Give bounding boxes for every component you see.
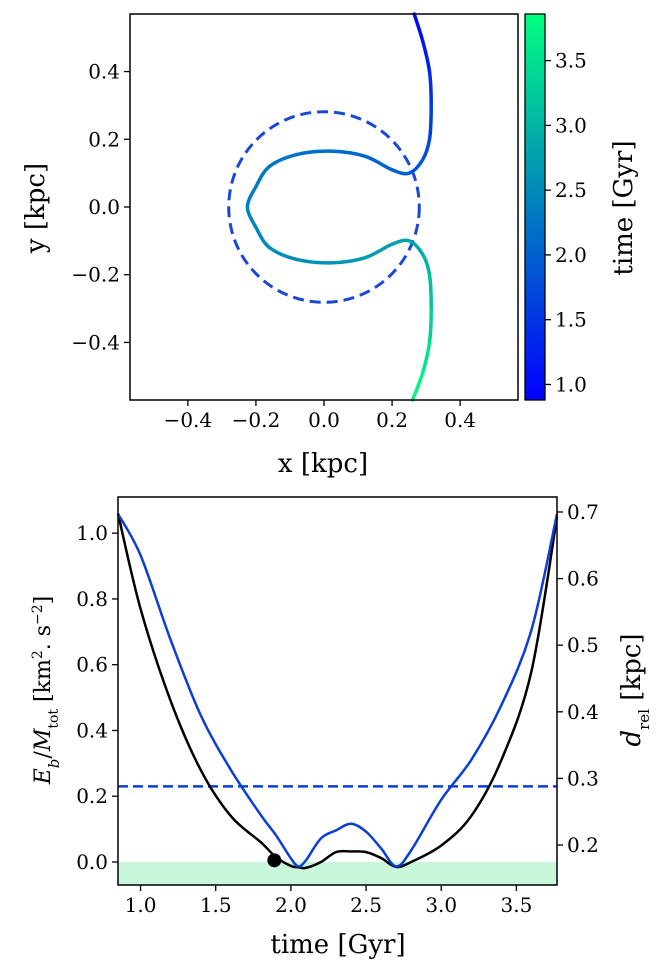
series-line xyxy=(116,513,559,868)
orbit-segment xyxy=(427,306,433,345)
x-tick-label: 0.4 xyxy=(444,408,476,432)
orbit-segment xyxy=(420,39,432,74)
y-tick-label: 0.0 xyxy=(88,195,120,219)
y-axis-label: y [kpc] xyxy=(21,163,51,254)
y-tick-label: 0.8 xyxy=(76,587,108,611)
orbit-segment xyxy=(407,157,425,175)
y-tick-label: −0.2 xyxy=(71,263,120,287)
y-tick-label: 2.5 xyxy=(555,178,587,202)
unbound-region xyxy=(118,861,557,885)
x-tick-label: 2.5 xyxy=(350,893,382,917)
orbit-segment xyxy=(363,242,394,260)
energy-panel: 1.0 1.5 2.0 2.5 3.0 3.5 0.0 0.2 0.4 0.6 0.8 1.0 0.2 0… xyxy=(76,500,599,917)
x-tick-label: 0.0 xyxy=(308,408,340,432)
series-line xyxy=(116,513,559,870)
orbit-segment xyxy=(410,371,425,402)
y-tick-label: 0.4 xyxy=(88,60,120,84)
x-tick-label: −0.2 xyxy=(232,408,281,432)
y-tick-label: −0.4 xyxy=(71,330,120,354)
axes-frame xyxy=(117,496,558,886)
orbit-segment xyxy=(267,245,299,262)
y-tick-label: 0.3 xyxy=(567,766,599,790)
x-tick-label: 1.5 xyxy=(200,893,232,917)
orbit-segment xyxy=(427,272,433,311)
orbit-segment xyxy=(295,149,333,157)
orbit-segment xyxy=(329,149,367,158)
y-tick-label: 0.6 xyxy=(567,567,599,591)
orbit-segment xyxy=(427,103,433,142)
y2-axis-label: drel [kpc] xyxy=(617,633,653,746)
x-tick-label: −0.4 xyxy=(164,408,213,432)
radius-circle xyxy=(227,110,421,304)
orbit-segment xyxy=(254,225,272,250)
orbit-segment xyxy=(295,257,333,265)
x-tick-label: 1.0 xyxy=(125,893,157,917)
orbit-segment xyxy=(390,168,411,176)
y-tick-label: 1.5 xyxy=(555,308,587,332)
y-tick-label: 0.5 xyxy=(567,633,599,657)
x-tick-label: 3.0 xyxy=(425,893,457,917)
orbit-segment xyxy=(390,238,411,246)
orbit-panel: −0.4 −0.2 0.0 0.2 0.4 −0.4 −0.2 0.0 0.2 0.4 1.0 1.5… xyxy=(71,12,587,432)
y-tick-label: 0.6 xyxy=(76,653,108,677)
y-tick-label: 0.2 xyxy=(88,127,120,151)
y-tick-label: 0.0 xyxy=(76,850,108,874)
y-tick-label: 0.7 xyxy=(567,500,599,524)
orbit-segment xyxy=(245,205,258,230)
y-tick-label: 1.0 xyxy=(76,521,108,545)
orbit-segment xyxy=(420,137,432,162)
axes-frame xyxy=(129,13,519,401)
x-tick-label: 2.0 xyxy=(275,893,307,917)
x-axis-label: time [Gyr] xyxy=(270,930,405,960)
y-tick-label: 0.4 xyxy=(567,700,599,724)
orbit-segment xyxy=(245,184,258,209)
orbit-segment xyxy=(420,252,432,277)
y-tick-label: 0.2 xyxy=(76,784,108,808)
marker xyxy=(267,853,282,868)
y-tick-label: 2.0 xyxy=(555,243,587,267)
orbit-segment xyxy=(329,256,367,265)
y-tick-label: 3.0 xyxy=(555,113,587,137)
orbit-segment xyxy=(412,12,425,43)
x-tick-label: 0.2 xyxy=(376,408,408,432)
y-tick-label: 1.0 xyxy=(555,372,587,396)
y-tick-label: 0.2 xyxy=(567,833,599,857)
orbit-segment xyxy=(254,164,272,189)
orbit-segment xyxy=(363,154,394,172)
y-axis-label: Eb/Mtot [km2. s−2] xyxy=(30,596,63,786)
y-tick-label: 0.4 xyxy=(76,718,108,742)
colorbar xyxy=(524,13,546,401)
colorbar-label: time [Gyr] xyxy=(609,140,639,275)
orbit-segment xyxy=(420,340,432,375)
orbit-segment xyxy=(267,152,299,169)
x-axis-label: x [kpc] xyxy=(278,449,368,479)
orbit-segment xyxy=(427,69,433,108)
y-tick-label: 3.5 xyxy=(555,49,587,73)
x-tick-label: 3.5 xyxy=(501,893,533,917)
